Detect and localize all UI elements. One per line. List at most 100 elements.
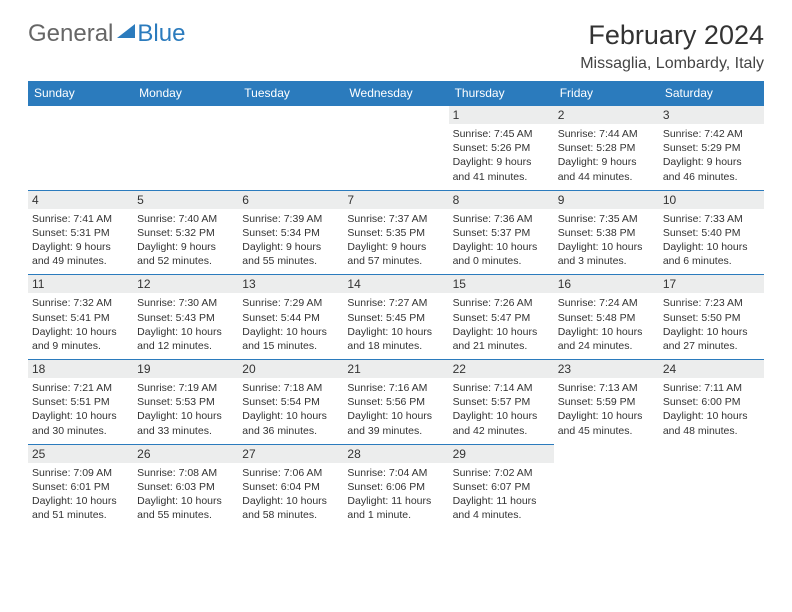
day-info: Sunrise: 7:16 AMSunset: 5:56 PMDaylight:… (347, 381, 444, 438)
day-header: Sunday (28, 81, 133, 106)
day-number: 19 (133, 360, 238, 378)
day-info: Sunrise: 7:14 AMSunset: 5:57 PMDaylight:… (453, 381, 550, 438)
day-info: Sunrise: 7:18 AMSunset: 5:54 PMDaylight:… (242, 381, 339, 438)
day-number: 4 (28, 191, 133, 209)
calendar-body: 1 Sunrise: 7:45 AMSunset: 5:26 PMDaylight… (28, 106, 764, 529)
day-info: Sunrise: 7:42 AMSunset: 5:29 PMDaylight:… (663, 127, 760, 184)
calendar-cell: 6 Sunrise: 7:39 AMSunset: 5:34 PMDaylight… (238, 190, 343, 275)
day-info: Sunrise: 7:35 AMSunset: 5:38 PMDaylight:… (558, 212, 655, 269)
day-header: Saturday (659, 81, 764, 106)
day-number: 29 (449, 445, 554, 463)
day-number: 27 (238, 445, 343, 463)
calendar-cell: 11Sunrise: 7:32 AMSunset: 5:41 PMDayligh… (28, 275, 133, 360)
calendar-cell: 4Sunrise: 7:41 AMSunset: 5:31 PMDaylight… (28, 190, 133, 275)
calendar-cell: 21 Sunrise: 7:16 AMSunset: 5:56 PMDayligh… (343, 360, 448, 445)
day-info: Sunrise: 7:08 AMSunset: 6:03 PMDaylight:… (137, 466, 234, 523)
day-info: Sunrise: 7:45 AMSunset: 5:26 PMDaylight:… (453, 127, 550, 184)
day-info: Sunrise: 7:04 AMSunset: 6:06 PMDaylight:… (347, 466, 444, 523)
calendar-cell: 12Sunrise: 7:30 AMSunset: 5:43 PMDayligh… (133, 275, 238, 360)
day-info: Sunrise: 7:21 AMSunset: 5:51 PMDaylight:… (32, 381, 129, 438)
logo-text-1: General (28, 20, 113, 48)
calendar-cell (133, 106, 238, 191)
logo-mark-icon (117, 24, 135, 38)
calendar-cell: 27 Sunrise: 7:06 AMSunset: 6:04 PMDayligh… (238, 444, 343, 528)
day-info: Sunrise: 7:33 AMSunset: 5:40 PMDaylight:… (663, 212, 760, 269)
day-info: Sunrise: 7:44 AMSunset: 5:28 PMDaylight:… (558, 127, 655, 184)
day-info: Sunrise: 7:11 AMSunset: 6:00 PMDaylight:… (663, 381, 760, 438)
calendar-row: 11Sunrise: 7:32 AMSunset: 5:41 PMDayligh… (28, 275, 764, 360)
day-header: Monday (133, 81, 238, 106)
day-header: Thursday (449, 81, 554, 106)
day-number: 25 (28, 445, 133, 463)
day-info: Sunrise: 7:19 AMSunset: 5:53 PMDaylight:… (137, 381, 234, 438)
calendar-cell: 24 Sunrise: 7:11 AMSunset: 6:00 PMDayligh… (659, 360, 764, 445)
title-block: February 2024 Missaglia, Lombardy, Italy (580, 20, 764, 73)
calendar-cell: 10 Sunrise: 7:33 AMSunset: 5:40 PMDayligh… (659, 190, 764, 275)
calendar-cell (28, 106, 133, 191)
calendar-cell (238, 106, 343, 191)
day-info: Sunrise: 7:02 AMSunset: 6:07 PMDaylight:… (453, 466, 550, 523)
calendar-cell: 25 Sunrise: 7:09 AMSunset: 6:01 PMDayligh… (28, 444, 133, 528)
day-number: 11 (28, 275, 133, 293)
calendar-row: 4Sunrise: 7:41 AMSunset: 5:31 PMDaylight… (28, 190, 764, 275)
day-info: Sunrise: 7:36 AMSunset: 5:37 PMDaylight:… (453, 212, 550, 269)
calendar-cell: 1 Sunrise: 7:45 AMSunset: 5:26 PMDaylight… (449, 106, 554, 191)
calendar-cell (343, 106, 448, 191)
calendar-cell: 5Sunrise: 7:40 AMSunset: 5:32 PMDaylight… (133, 190, 238, 275)
day-info: Sunrise: 7:13 AMSunset: 5:59 PMDaylight:… (558, 381, 655, 438)
day-number: 6 (238, 191, 343, 209)
calendar-row: 1 Sunrise: 7:45 AMSunset: 5:26 PMDaylight… (28, 106, 764, 191)
calendar-cell: 18 Sunrise: 7:21 AMSunset: 5:51 PMDayligh… (28, 360, 133, 445)
day-number: 24 (659, 360, 764, 378)
day-info: Sunrise: 7:26 AMSunset: 5:47 PMDaylight:… (453, 296, 550, 353)
day-number: 8 (449, 191, 554, 209)
day-info: Sunrise: 7:06 AMSunset: 6:04 PMDaylight:… (242, 466, 339, 523)
day-number: 26 (133, 445, 238, 463)
header: General Blue February 2024 Missaglia, Lo… (28, 20, 764, 73)
logo: General Blue (28, 20, 185, 48)
day-info: Sunrise: 7:09 AMSunset: 6:01 PMDaylight:… (32, 466, 129, 523)
calendar: SundayMondayTuesdayWednesdayThursdayFrid… (28, 81, 764, 528)
calendar-cell: 29 Sunrise: 7:02 AMSunset: 6:07 PMDayligh… (449, 444, 554, 528)
calendar-cell: 20Sunrise: 7:18 AMSunset: 5:54 PMDayligh… (238, 360, 343, 445)
calendar-cell: 3 Sunrise: 7:42 AMSunset: 5:29 PMDaylight… (659, 106, 764, 191)
day-number: 13 (238, 275, 343, 293)
day-number: 7 (343, 191, 448, 209)
day-number: 10 (659, 191, 764, 209)
day-header: Friday (554, 81, 659, 106)
day-number: 1 (449, 106, 554, 124)
day-info: Sunrise: 7:27 AMSunset: 5:45 PMDaylight:… (347, 296, 444, 353)
calendar-cell: 16Sunrise: 7:24 AMSunset: 5:48 PMDayligh… (554, 275, 659, 360)
calendar-cell: 2 Sunrise: 7:44 AMSunset: 5:28 PMDaylight… (554, 106, 659, 191)
day-number: 22 (449, 360, 554, 378)
day-info: Sunrise: 7:40 AMSunset: 5:32 PMDaylight:… (137, 212, 234, 269)
day-number: 9 (554, 191, 659, 209)
day-number: 28 (343, 445, 448, 463)
day-number: 15 (449, 275, 554, 293)
calendar-cell: 14 Sunrise: 7:27 AMSunset: 5:45 PMDayligh… (343, 275, 448, 360)
day-number: 14 (343, 275, 448, 293)
day-number: 3 (659, 106, 764, 124)
day-info: Sunrise: 7:29 AMSunset: 5:44 PMDaylight:… (242, 296, 339, 353)
calendar-cell: 8 Sunrise: 7:36 AMSunset: 5:37 PMDaylight… (449, 190, 554, 275)
day-number: 23 (554, 360, 659, 378)
calendar-cell (659, 444, 764, 528)
day-number: 17 (659, 275, 764, 293)
calendar-cell: 19 Sunrise: 7:19 AMSunset: 5:53 PMDayligh… (133, 360, 238, 445)
day-header: Tuesday (238, 81, 343, 106)
calendar-row: 18 Sunrise: 7:21 AMSunset: 5:51 PMDayligh… (28, 360, 764, 445)
day-info: Sunrise: 7:24 AMSunset: 5:48 PMDaylight:… (558, 296, 655, 353)
day-number: 21 (343, 360, 448, 378)
calendar-cell: 22 Sunrise: 7:14 AMSunset: 5:57 PMDayligh… (449, 360, 554, 445)
calendar-row: 25 Sunrise: 7:09 AMSunset: 6:01 PMDayligh… (28, 444, 764, 528)
calendar-cell: 26 Sunrise: 7:08 AMSunset: 6:03 PMDayligh… (133, 444, 238, 528)
month-title: February 2024 (580, 20, 764, 51)
calendar-cell: 28 Sunrise: 7:04 AMSunset: 6:06 PMDayligh… (343, 444, 448, 528)
calendar-cell: 7 Sunrise: 7:37 AMSunset: 5:35 PMDaylight… (343, 190, 448, 275)
day-info: Sunrise: 7:39 AMSunset: 5:34 PMDaylight:… (242, 212, 339, 269)
day-number: 2 (554, 106, 659, 124)
calendar-head: SundayMondayTuesdayWednesdayThursdayFrid… (28, 81, 764, 106)
day-number: 18 (28, 360, 133, 378)
day-info: Sunrise: 7:23 AMSunset: 5:50 PMDaylight:… (663, 296, 760, 353)
day-info: Sunrise: 7:37 AMSunset: 5:35 PMDaylight:… (347, 212, 444, 269)
